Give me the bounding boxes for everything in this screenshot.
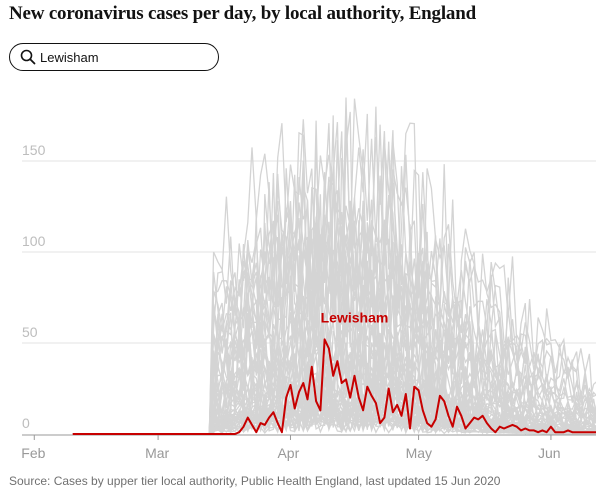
search-icon: [20, 49, 36, 65]
x-tick-label: Jun: [538, 445, 561, 461]
highlight-series-label: Lewisham: [321, 309, 389, 325]
highlight-series-line: [72, 338, 596, 435]
search-box[interactable]: [9, 43, 219, 71]
chart-title: New coronavirus cases per day, by local …: [9, 3, 476, 24]
x-tick-label: Mar: [145, 445, 169, 461]
y-tick-label: 50: [22, 324, 38, 340]
line-chart: 0 50 100 150 Feb Mar Apr May Jun Lewisham: [21, 97, 596, 461]
x-tick-label: Apr: [277, 445, 299, 461]
y-tick-label: 0: [22, 415, 30, 431]
x-tick-label: Feb: [21, 445, 45, 461]
x-tick-label: May: [406, 445, 432, 461]
source-note: Source: Cases by upper tier local author…: [9, 474, 501, 488]
y-tick-label: 150: [22, 142, 46, 158]
search-input[interactable]: [40, 47, 210, 67]
y-tick-label: 100: [22, 233, 46, 249]
